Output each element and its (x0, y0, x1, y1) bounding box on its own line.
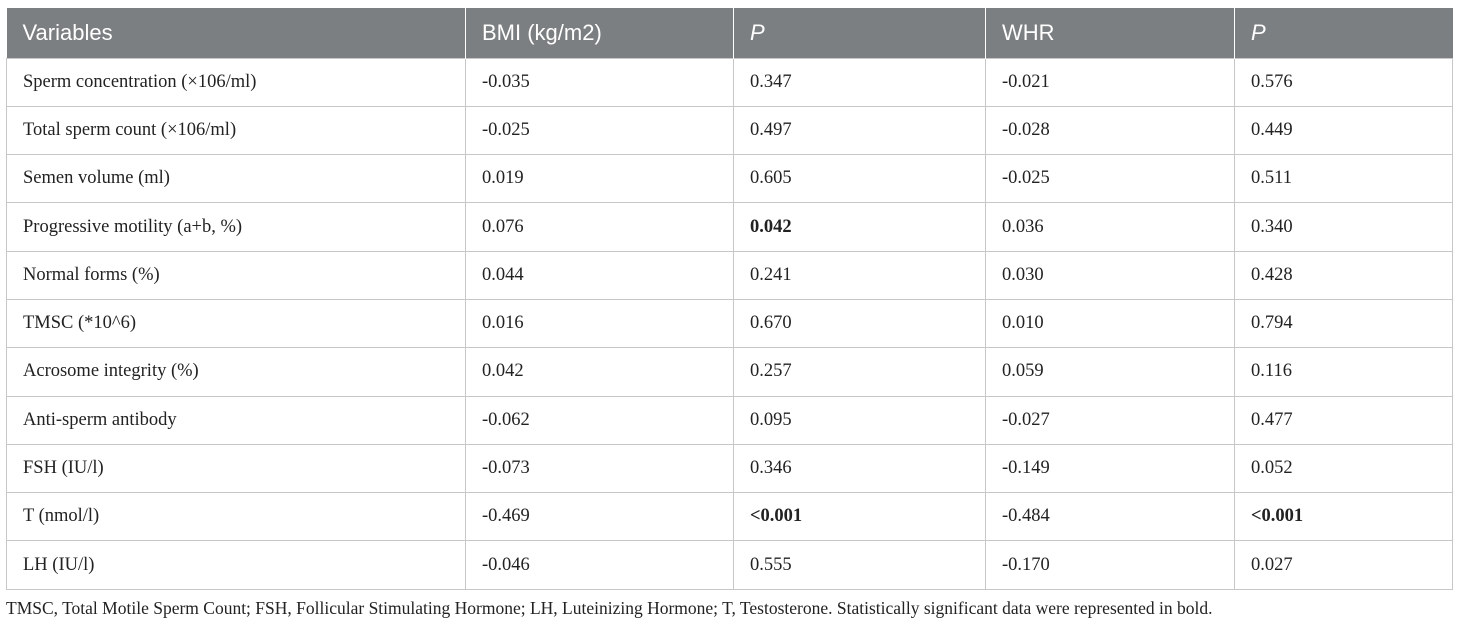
variable-cell: Total sperm count (×106/ml) (6, 105, 466, 156)
column-header-p-bmi: P (733, 8, 986, 58)
table-body: Sperm concentration (×106/ml) -0.035 0.347… (6, 57, 1453, 590)
p-whr-cell: 0.576 (1234, 57, 1453, 107)
p-whr-cell: 0.449 (1234, 105, 1453, 156)
p-whr-cell: 0.428 (1234, 250, 1453, 300)
p-whr-cell: <0.001 (1234, 492, 1453, 542)
bmi-value-cell: 0.019 (465, 154, 734, 204)
table-header: Variables BMI (kg/m2) P WHR P (6, 8, 1453, 58)
p-bmi-cell: 0.095 (733, 395, 986, 445)
table-row: LH (IU/l) -0.046 0.555 -0.170 0.027 (6, 540, 1453, 590)
table-container: Variables BMI (kg/m2) P WHR P Sperm conc… (6, 8, 1453, 590)
table-row: Anti-sperm antibody -0.062 0.095 -0.027 0.47… (6, 395, 1453, 445)
variable-cell: Sperm concentration (×106/ml) (6, 57, 466, 107)
table-row: Progressive motility (a+b, %) 0.076 0.042 0… (6, 202, 1453, 252)
header-row: Variables BMI (kg/m2) P WHR P (6, 8, 1453, 58)
whr-value-cell: 0.059 (985, 347, 1235, 397)
p-bmi-cell: 0.670 (733, 298, 986, 349)
p-bmi-cell: 0.605 (733, 154, 986, 204)
p-whr-cell: 0.477 (1234, 395, 1453, 445)
variable-cell: Acrosome integrity (%) (6, 347, 466, 397)
bmi-value-cell: 0.016 (465, 298, 734, 349)
bmi-value-cell: 0.044 (465, 250, 734, 300)
p-bmi-cell: 0.497 (733, 105, 986, 156)
variable-cell: Semen volume (ml) (6, 154, 466, 204)
p-bmi-cell: 0.257 (733, 347, 986, 397)
variable-cell: LH (IU/l) (6, 540, 466, 590)
table-row: Normal forms (%) 0.044 0.241 0.030 0.428 (6, 250, 1453, 300)
p-bmi-cell: 0.347 (733, 57, 986, 107)
whr-value-cell: 0.030 (985, 250, 1235, 300)
p-bmi-cell: <0.001 (733, 492, 986, 542)
p-whr-cell: 0.340 (1234, 202, 1453, 252)
bmi-value-cell: -0.062 (465, 395, 734, 445)
bmi-value-cell: 0.076 (465, 202, 734, 252)
p-bmi-cell: 0.555 (733, 540, 986, 590)
bmi-value-cell: -0.025 (465, 105, 734, 156)
whr-value-cell: 0.010 (985, 298, 1235, 349)
column-header-whr: WHR (985, 8, 1235, 58)
variable-cell: T (nmol/l) (6, 492, 466, 542)
table-row: Sperm concentration (×106/ml) -0.035 0.347… (6, 57, 1453, 107)
bmi-value-cell: -0.046 (465, 540, 734, 590)
p-whr-cell: 0.052 (1234, 443, 1453, 494)
p-bmi-cell: 0.241 (733, 250, 986, 300)
bmi-value-cell: -0.469 (465, 492, 734, 542)
whr-value-cell: 0.036 (985, 202, 1235, 252)
variable-cell: Normal forms (%) (6, 250, 466, 300)
table-row: Total sperm count (×106/ml) -0.025 0.497 -0… (6, 105, 1453, 156)
variable-cell: Anti-sperm antibody (6, 395, 466, 445)
whr-value-cell: -0.028 (985, 105, 1235, 156)
table-row: T (nmol/l) -0.469 <0.001 -0.484 <0.001 (6, 492, 1453, 542)
p-whr-cell: 0.794 (1234, 298, 1453, 349)
bmi-value-cell: -0.073 (465, 443, 734, 494)
table-row: Acrosome integrity (%) 0.042 0.257 0.059 0.1… (6, 347, 1453, 397)
whr-value-cell: -0.027 (985, 395, 1235, 445)
column-header-bmi: BMI (kg/m2) (465, 8, 734, 58)
bmi-value-cell: 0.042 (465, 347, 734, 397)
table-row: Semen volume (ml) 0.019 0.605 -0.025 0.511 (6, 154, 1453, 204)
column-header-p-whr: P (1234, 8, 1453, 58)
column-header-variables: Variables (6, 8, 466, 58)
whr-value-cell: -0.170 (985, 540, 1235, 590)
bmi-value-cell: -0.035 (465, 57, 734, 107)
correlation-table: Variables BMI (kg/m2) P WHR P Sperm conc… (6, 8, 1453, 590)
p-bmi-cell: 0.042 (733, 202, 986, 252)
whr-value-cell: -0.149 (985, 443, 1235, 494)
p-whr-cell: 0.027 (1234, 540, 1453, 590)
table-row: TMSC (*10^6) 0.016 0.670 0.010 0.794 (6, 298, 1453, 349)
whr-value-cell: -0.484 (985, 492, 1235, 542)
table-row: FSH (IU/l) -0.073 0.346 -0.149 0.052 (6, 443, 1453, 494)
p-bmi-cell: 0.346 (733, 443, 986, 494)
table-footnote: TMSC, Total Motile Sperm Count; FSH, Fol… (6, 598, 1213, 618)
whr-value-cell: -0.025 (985, 154, 1235, 204)
variable-cell: FSH (IU/l) (6, 443, 466, 494)
p-whr-cell: 0.511 (1234, 154, 1453, 204)
variable-cell: Progressive motility (a+b, %) (6, 202, 466, 252)
p-whr-cell: 0.116 (1234, 347, 1453, 397)
whr-value-cell: -0.021 (985, 57, 1235, 107)
variable-cell: TMSC (*10^6) (6, 298, 466, 349)
